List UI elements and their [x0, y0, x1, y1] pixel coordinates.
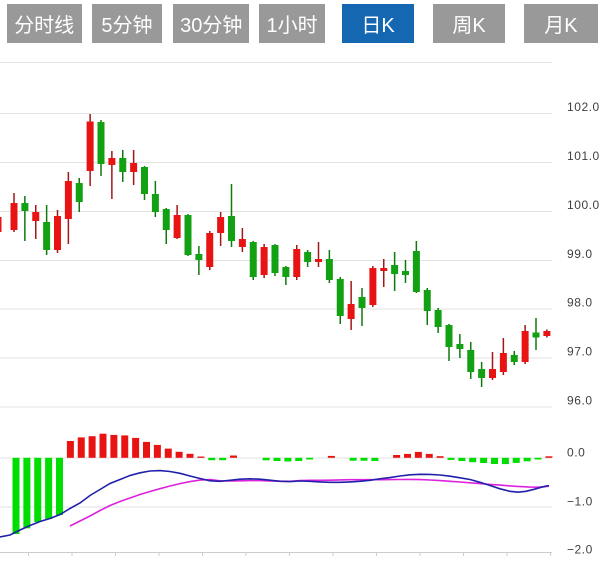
svg-text:102.0: 102.0 — [567, 100, 600, 114]
svg-text:99.0: 99.0 — [567, 247, 593, 261]
svg-text:96.0: 96.0 — [567, 394, 593, 408]
svg-text:100.0: 100.0 — [567, 198, 600, 212]
svg-text:97.0: 97.0 — [567, 345, 593, 359]
svg-text:98.0: 98.0 — [567, 296, 593, 310]
svg-text:101.0: 101.0 — [567, 149, 600, 163]
svg-text:0.0: 0.0 — [567, 445, 585, 459]
svg-text:−2.0: −2.0 — [567, 543, 593, 557]
svg-text:−1.0: −1.0 — [567, 494, 593, 508]
